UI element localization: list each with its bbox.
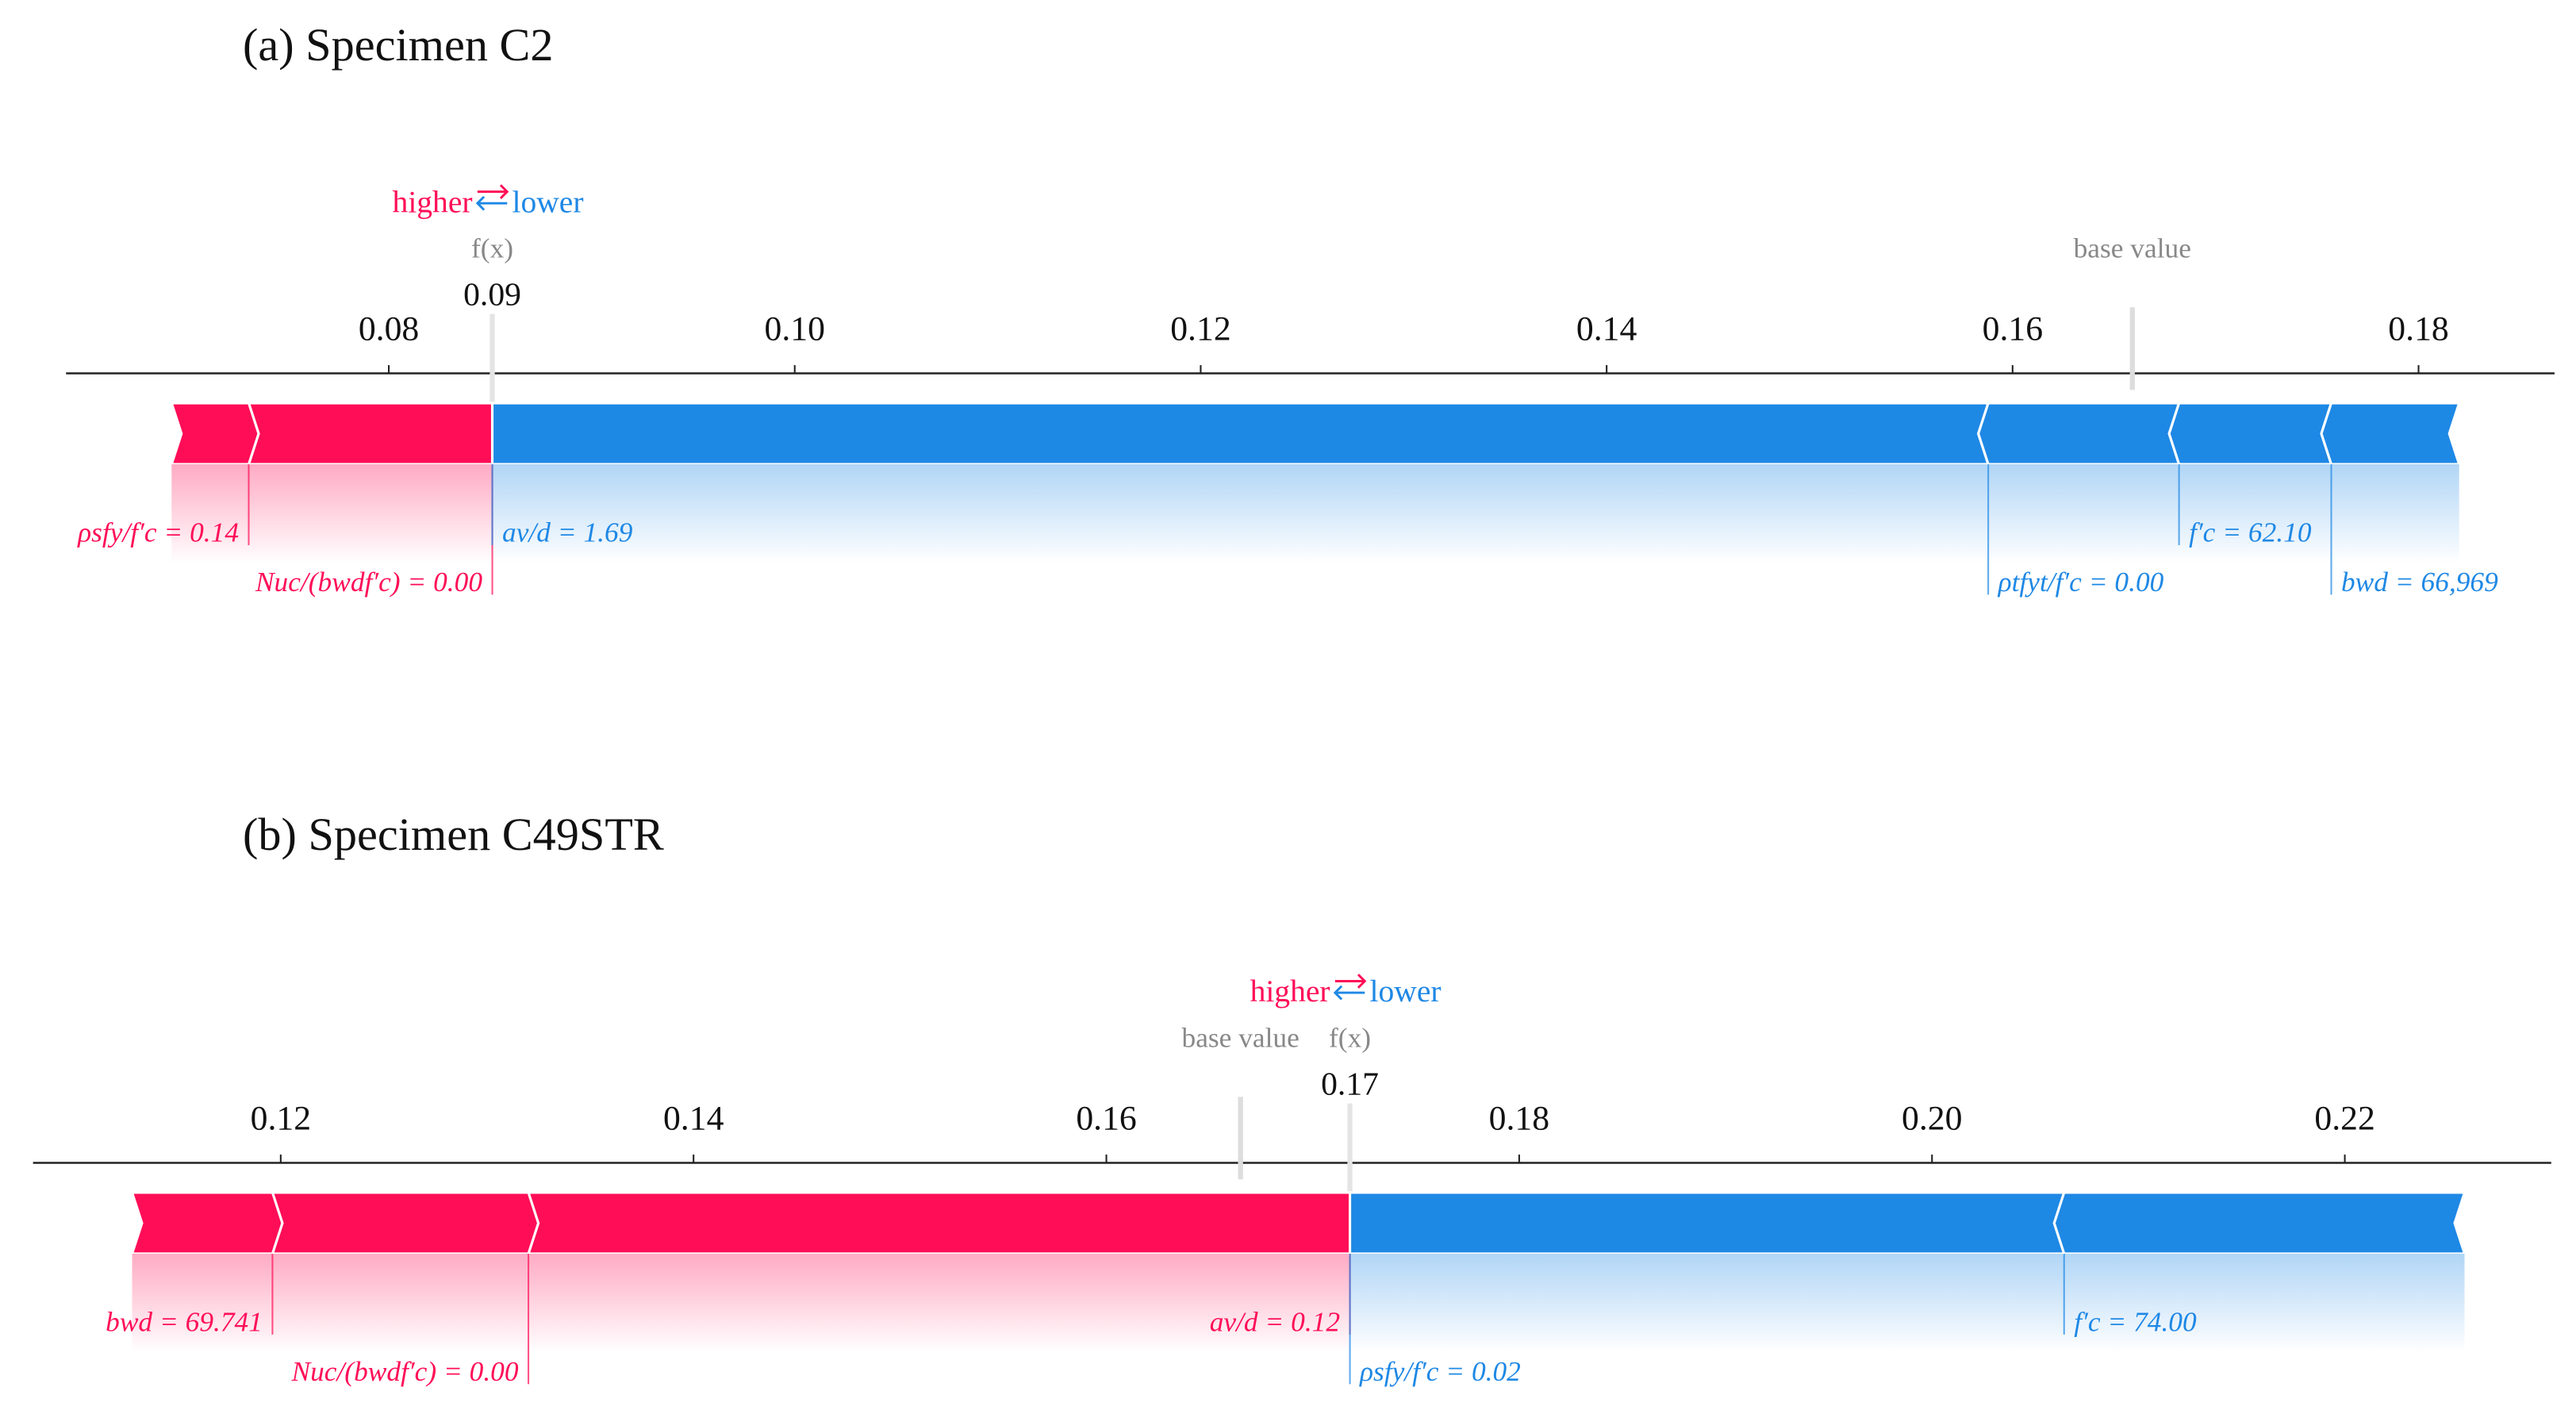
positive-segment	[170, 402, 260, 466]
lower-label: lower	[1370, 974, 1442, 1009]
force-plot: (a) Specimen C2 0.08 0.10 0.12 0.14 0.16 0.18 b…	[66, 19, 2555, 597]
segment-shade	[1988, 464, 2179, 563]
base-value-label: base value	[1182, 1022, 1300, 1054]
feature-label: ρsfy/f′c = 0.02	[1359, 1355, 1521, 1387]
feature-label: bwd = 69.741	[106, 1306, 263, 1338]
feature-label: ρsfy/f′c = 0.14	[77, 517, 239, 548]
fx-label: f(x)	[471, 232, 513, 264]
segment-shade	[248, 464, 493, 563]
x-tick-label: 0.12	[1170, 310, 1230, 348]
fx-label: f(x)	[1329, 1022, 1371, 1054]
negative-segment	[2052, 1191, 2467, 1255]
negative-segment	[2320, 402, 2461, 466]
segment-shade	[1349, 1253, 2064, 1353]
x-tick-label: 0.18	[2388, 310, 2448, 348]
x-tick-label: 0.20	[1902, 1099, 1962, 1137]
feature-label: av/d = 0.12	[1210, 1306, 1340, 1338]
positive-segment	[130, 1191, 284, 1255]
negative-segment	[1976, 402, 2181, 466]
base-value-label: base value	[2074, 232, 2191, 264]
segment-shade	[272, 1253, 529, 1353]
x-tick-label: 0.16	[1076, 1099, 1136, 1137]
x-tick-label: 0.12	[251, 1099, 311, 1137]
arrow-left	[475, 195, 508, 211]
feature-label: Nuc/(bwdf′c) = 0.00	[255, 566, 482, 597]
x-tick-label: 0.14	[1576, 310, 1637, 348]
higher-label: higher	[1250, 974, 1330, 1009]
arrow-left	[1333, 985, 1365, 1001]
positive-segment	[526, 1191, 1352, 1255]
chart-title: (a) Specimen C2	[243, 19, 554, 71]
feature-label: f′c = 62.10	[2189, 517, 2312, 548]
segment-shade	[2331, 464, 2459, 563]
feature-label: av/d = 1.69	[502, 517, 633, 548]
segment-shade	[528, 1253, 1350, 1353]
negative-segment	[490, 402, 1991, 466]
x-tick-label: 0.08	[359, 310, 419, 348]
x-tick-label: 0.10	[765, 310, 825, 348]
feature-label: ρtfyt/f′c = 0.00	[1998, 566, 2164, 597]
force-plot: (b) Specimen C49STR 0.12 0.14 0.16 0.18 0.20 0…	[33, 809, 2551, 1387]
feature-label: Nuc/(bwdf′c) = 0.00	[290, 1355, 518, 1387]
segment-shade	[132, 1253, 273, 1353]
x-tick-label: 0.16	[1983, 310, 2043, 348]
negative-segment	[2167, 402, 2333, 466]
fx-value: 0.17	[1321, 1066, 1379, 1102]
x-tick-label: 0.14	[663, 1099, 724, 1137]
segment-shade	[2063, 1253, 2465, 1353]
segment-shade	[492, 464, 1989, 563]
negative-segment	[1348, 1191, 2066, 1255]
x-tick-label: 0.22	[2314, 1099, 2374, 1137]
arrow-right	[1334, 974, 1367, 989]
fx-value: 0.09	[463, 276, 521, 313]
lower-label: lower	[513, 184, 584, 219]
feature-label: f′c = 74.00	[2074, 1306, 2197, 1338]
segment-shade	[2179, 464, 2332, 563]
arrow-right	[477, 184, 509, 199]
positive-segment	[247, 402, 494, 466]
feature-label: bwd = 66,969	[2341, 566, 2498, 597]
higher-label: higher	[393, 184, 473, 219]
chart-title: (b) Specimen C49STR	[243, 809, 664, 860]
x-tick-label: 0.18	[1489, 1099, 1549, 1137]
segment-shade	[171, 464, 249, 563]
positive-segment	[271, 1191, 540, 1255]
